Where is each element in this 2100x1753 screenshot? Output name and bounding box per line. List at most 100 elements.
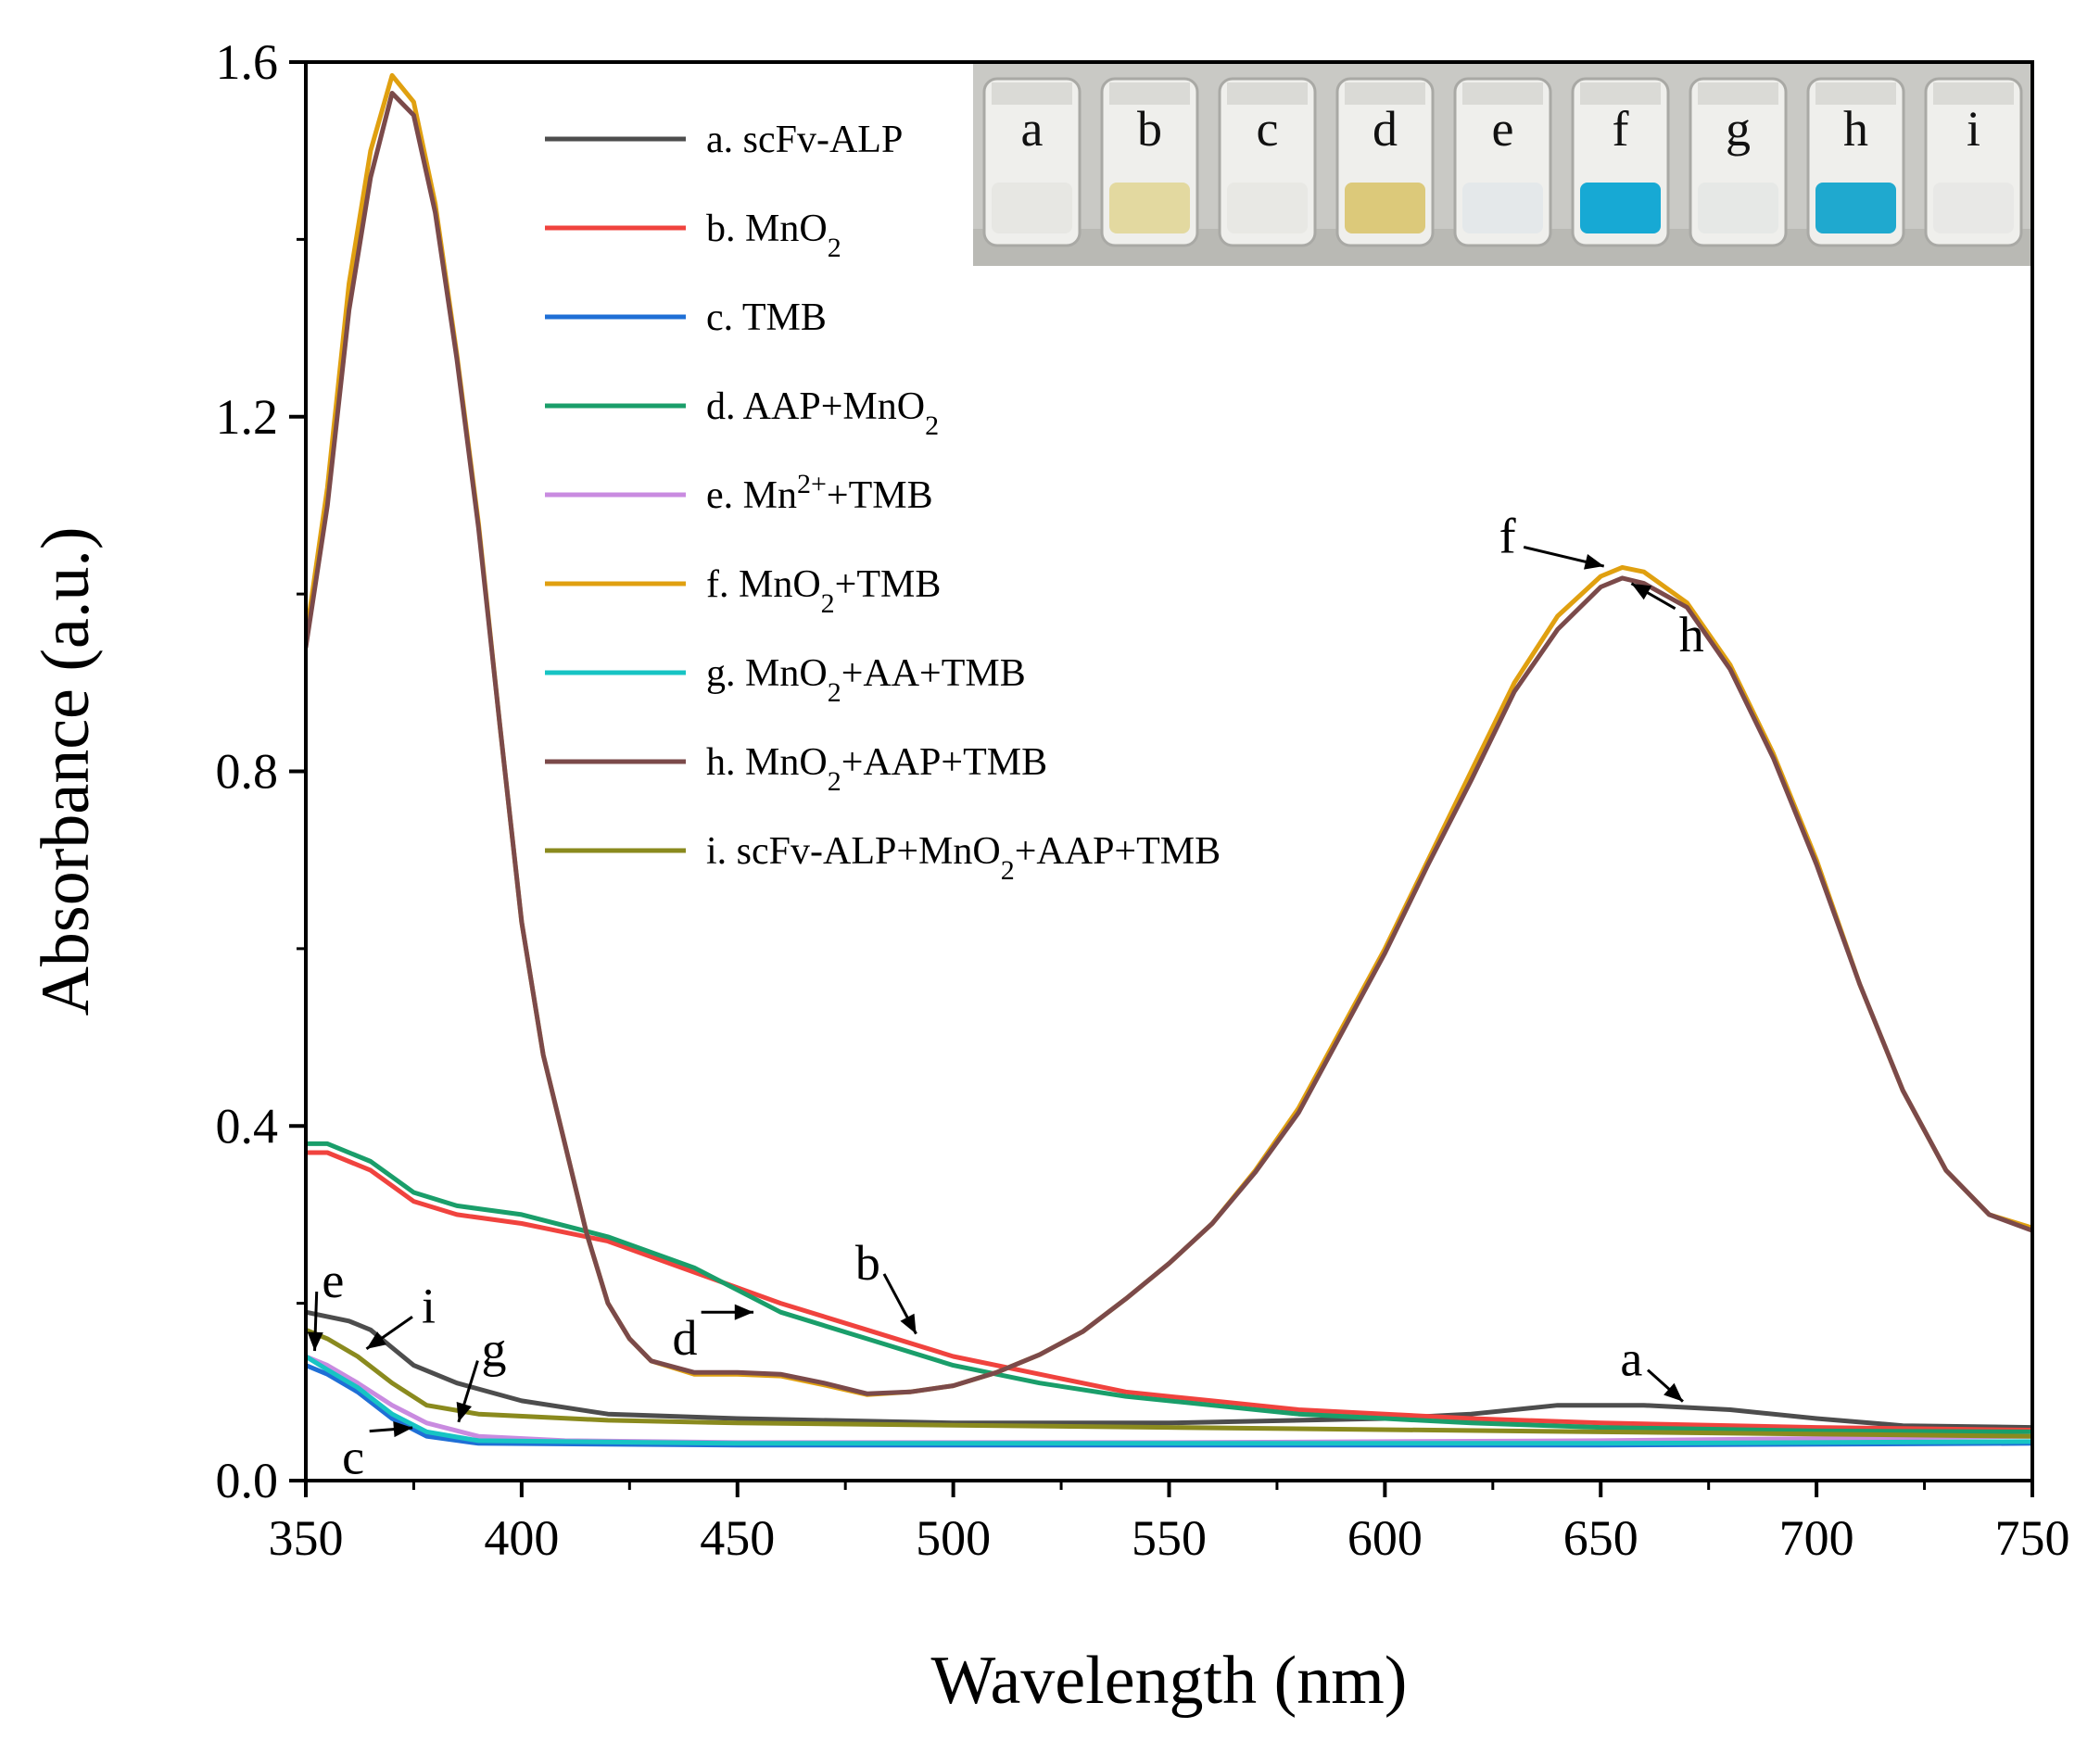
annotation-arrowhead-d [734, 1304, 754, 1320]
legend-label-d: d. AAP+MnO2 [706, 385, 939, 441]
annotation-label-h: h [1679, 607, 1704, 662]
vial-rim-g [1698, 82, 1778, 105]
annotation-label-f: f [1499, 508, 1516, 563]
vial-label-a: a [1021, 101, 1044, 157]
legend-label-b: b. MnO2 [706, 208, 841, 263]
legend-entry-e: e. Mn2++TMB [545, 469, 933, 518]
vial-liquid-f [1580, 183, 1661, 233]
annotation-arrowhead-b [900, 1313, 917, 1334]
x-tick-label-500: 500 [916, 1510, 991, 1566]
annotation-d: d [673, 1304, 754, 1366]
vial-i: i [1924, 77, 2023, 247]
vial-liquid-d [1345, 183, 1425, 233]
legend-label-i: i. scFv-ALP+MnO2+AAP+TMB [706, 830, 1221, 886]
y-tick-label-3: 1.2 [216, 389, 279, 445]
legend-label-c: c. TMB [706, 296, 827, 339]
vial-rim-h [1815, 82, 1896, 105]
vial-rim-a [992, 82, 1072, 105]
annotation-label-i: i [422, 1278, 436, 1333]
annotation-c: c [342, 1421, 413, 1485]
vial-e: e [1453, 77, 1552, 247]
vial-liquid-c [1227, 183, 1308, 233]
vial-label-c: c [1257, 101, 1279, 157]
vial-liquid-i [1933, 183, 2014, 233]
annotation-f: f [1499, 508, 1605, 570]
annotation-b: b [855, 1235, 917, 1335]
legend-entry-g: g. MnO2+AA+TMB [545, 652, 1026, 708]
vial-g: g [1689, 77, 1788, 247]
vial-c: c [1218, 77, 1317, 247]
x-tick-label-550: 550 [1132, 1510, 1207, 1566]
annotation-arrowhead-a [1664, 1382, 1683, 1402]
vial-rim-c [1227, 82, 1308, 105]
vial-d: d [1335, 77, 1435, 247]
vial-liquid-b [1109, 183, 1190, 233]
plot-frame [304, 60, 2034, 1482]
annotation-label-d: d [673, 1310, 698, 1366]
legend-entry-b: b. MnO2 [545, 208, 841, 263]
y-tick-label-4: 1.6 [216, 34, 279, 90]
legend-entry-h: h. MnO2+AAP+TMB [545, 741, 1047, 797]
x-tick-label-400: 400 [484, 1510, 559, 1566]
annotation-arrowhead-e [307, 1331, 323, 1352]
vial-f: f [1571, 77, 1670, 247]
vial-label-h: h [1843, 101, 1868, 157]
legend: a. scFv-ALP b. MnO2 c. TMB d. AAP+MnO2 e. Mn… [545, 119, 1221, 886]
vial-liquid-a [992, 183, 1072, 233]
annotation-g: g [456, 1322, 507, 1423]
annotation-label-c: c [342, 1430, 364, 1485]
annotation-arrowhead-h [1631, 583, 1652, 600]
legend-label-g: g. MnO2+AA+TMB [706, 652, 1026, 708]
vial-liquid-e [1462, 183, 1543, 233]
legend-entry-c: c. TMB [545, 296, 827, 339]
series-layer [306, 72, 2032, 1448]
vial-h: h [1806, 77, 1905, 247]
legend-entry-a: a. scFv-ALP [545, 119, 903, 161]
annotation-label-b: b [855, 1235, 880, 1291]
x-tick-label-450: 450 [700, 1510, 775, 1566]
annotation-label-g: g [482, 1322, 507, 1378]
annotation-arrowhead-g [456, 1401, 472, 1422]
x-tick-label-600: 600 [1347, 1510, 1423, 1566]
series-line-a [306, 1309, 2032, 1431]
series-line-f [306, 72, 2032, 1397]
x-tick-label-700: 700 [1779, 1510, 1854, 1566]
series-line-d [306, 1141, 2032, 1434]
vial-label-i: i [1967, 101, 1980, 157]
vial-label-e: e [1492, 101, 1514, 157]
vial-rim-d [1345, 82, 1425, 105]
vial-liquid-h [1815, 183, 1896, 233]
vial-a: a [982, 77, 1082, 247]
vial-rim-e [1462, 82, 1543, 105]
legend-entry-d: d. AAP+MnO2 [545, 385, 939, 441]
series-line-g [306, 1354, 2032, 1446]
legend-label-f: f. MnO2+TMB [706, 563, 941, 619]
annotation-a: a [1620, 1331, 1684, 1403]
vial-label-f: f [1613, 101, 1629, 157]
y-axis-title: Absorbance (a.u.) [28, 526, 104, 1015]
x-tick-label-350: 350 [269, 1510, 344, 1566]
vial-label-g: g [1726, 101, 1751, 157]
y-tick-label-2: 0.8 [216, 744, 279, 800]
legend-label-a: a. scFv-ALP [706, 119, 903, 161]
vial-liquid-g [1698, 183, 1778, 233]
annotation-arrowhead-f [1584, 554, 1604, 570]
series-line-b [306, 1150, 2032, 1432]
annotation-label-a: a [1620, 1331, 1642, 1387]
annotation-h: h [1630, 582, 1704, 662]
legend-entry-i: i. scFv-ALP+MnO2+AAP+TMB [545, 830, 1221, 886]
vial-rim-f [1580, 82, 1661, 105]
series-line-h [306, 91, 2032, 1396]
x-axis-title: Wavelength (nm) [931, 1643, 1408, 1719]
vial-b: b [1100, 77, 1199, 247]
annotation-arrowhead-c [393, 1421, 413, 1438]
axes: 350 400 450 500 550 600 650 700 750 0.0 0.4 0.8 1.2 1… [28, 34, 2070, 1719]
annotation-label-e: e [322, 1253, 344, 1308]
annotation-e: e [307, 1253, 344, 1352]
y-tick-label-0: 0.0 [216, 1453, 279, 1508]
vial-rim-b [1109, 82, 1190, 105]
vial-label-d: d [1373, 101, 1398, 157]
annotation-arrowhead-i [366, 1331, 386, 1349]
legend-label-e: e. Mn2++TMB [706, 469, 933, 518]
